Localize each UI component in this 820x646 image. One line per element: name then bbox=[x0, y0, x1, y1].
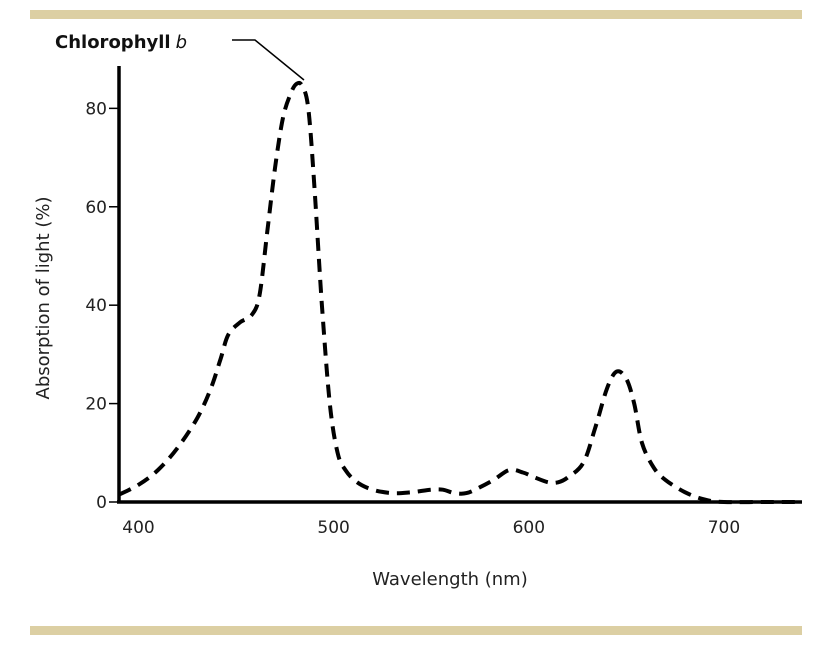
series-label-chlorophyll-b: Chlorophyll b bbox=[55, 32, 187, 53]
series-line-chlorophyll-b bbox=[118, 80, 802, 505]
x-tick-label: 700 bbox=[708, 518, 740, 538]
y-tick-label: 40 bbox=[85, 296, 107, 316]
y-tick-label: 60 bbox=[85, 198, 107, 218]
x-axis-title: Wavelength (nm) bbox=[372, 569, 528, 590]
x-tick-label: 600 bbox=[513, 518, 545, 538]
series-label-bold: Chlorophyll bbox=[55, 32, 171, 53]
x-axis-ticks: 400 500 600 700 bbox=[122, 518, 740, 538]
bottom-divider bbox=[30, 626, 802, 635]
y-axis-title: Absorption of light (%) bbox=[33, 197, 54, 400]
y-tick-label: 80 bbox=[85, 99, 107, 119]
series-label-italic: b bbox=[176, 32, 187, 53]
x-tick-label: 400 bbox=[122, 518, 154, 538]
x-tick-label: 500 bbox=[317, 518, 349, 538]
top-divider bbox=[30, 10, 802, 19]
series-label-leader-line bbox=[232, 39, 305, 81]
y-axis-ticks: 0 20 40 60 80 bbox=[85, 99, 119, 513]
y-tick-label: 0 bbox=[96, 493, 107, 513]
y-tick-label: 20 bbox=[85, 395, 107, 415]
